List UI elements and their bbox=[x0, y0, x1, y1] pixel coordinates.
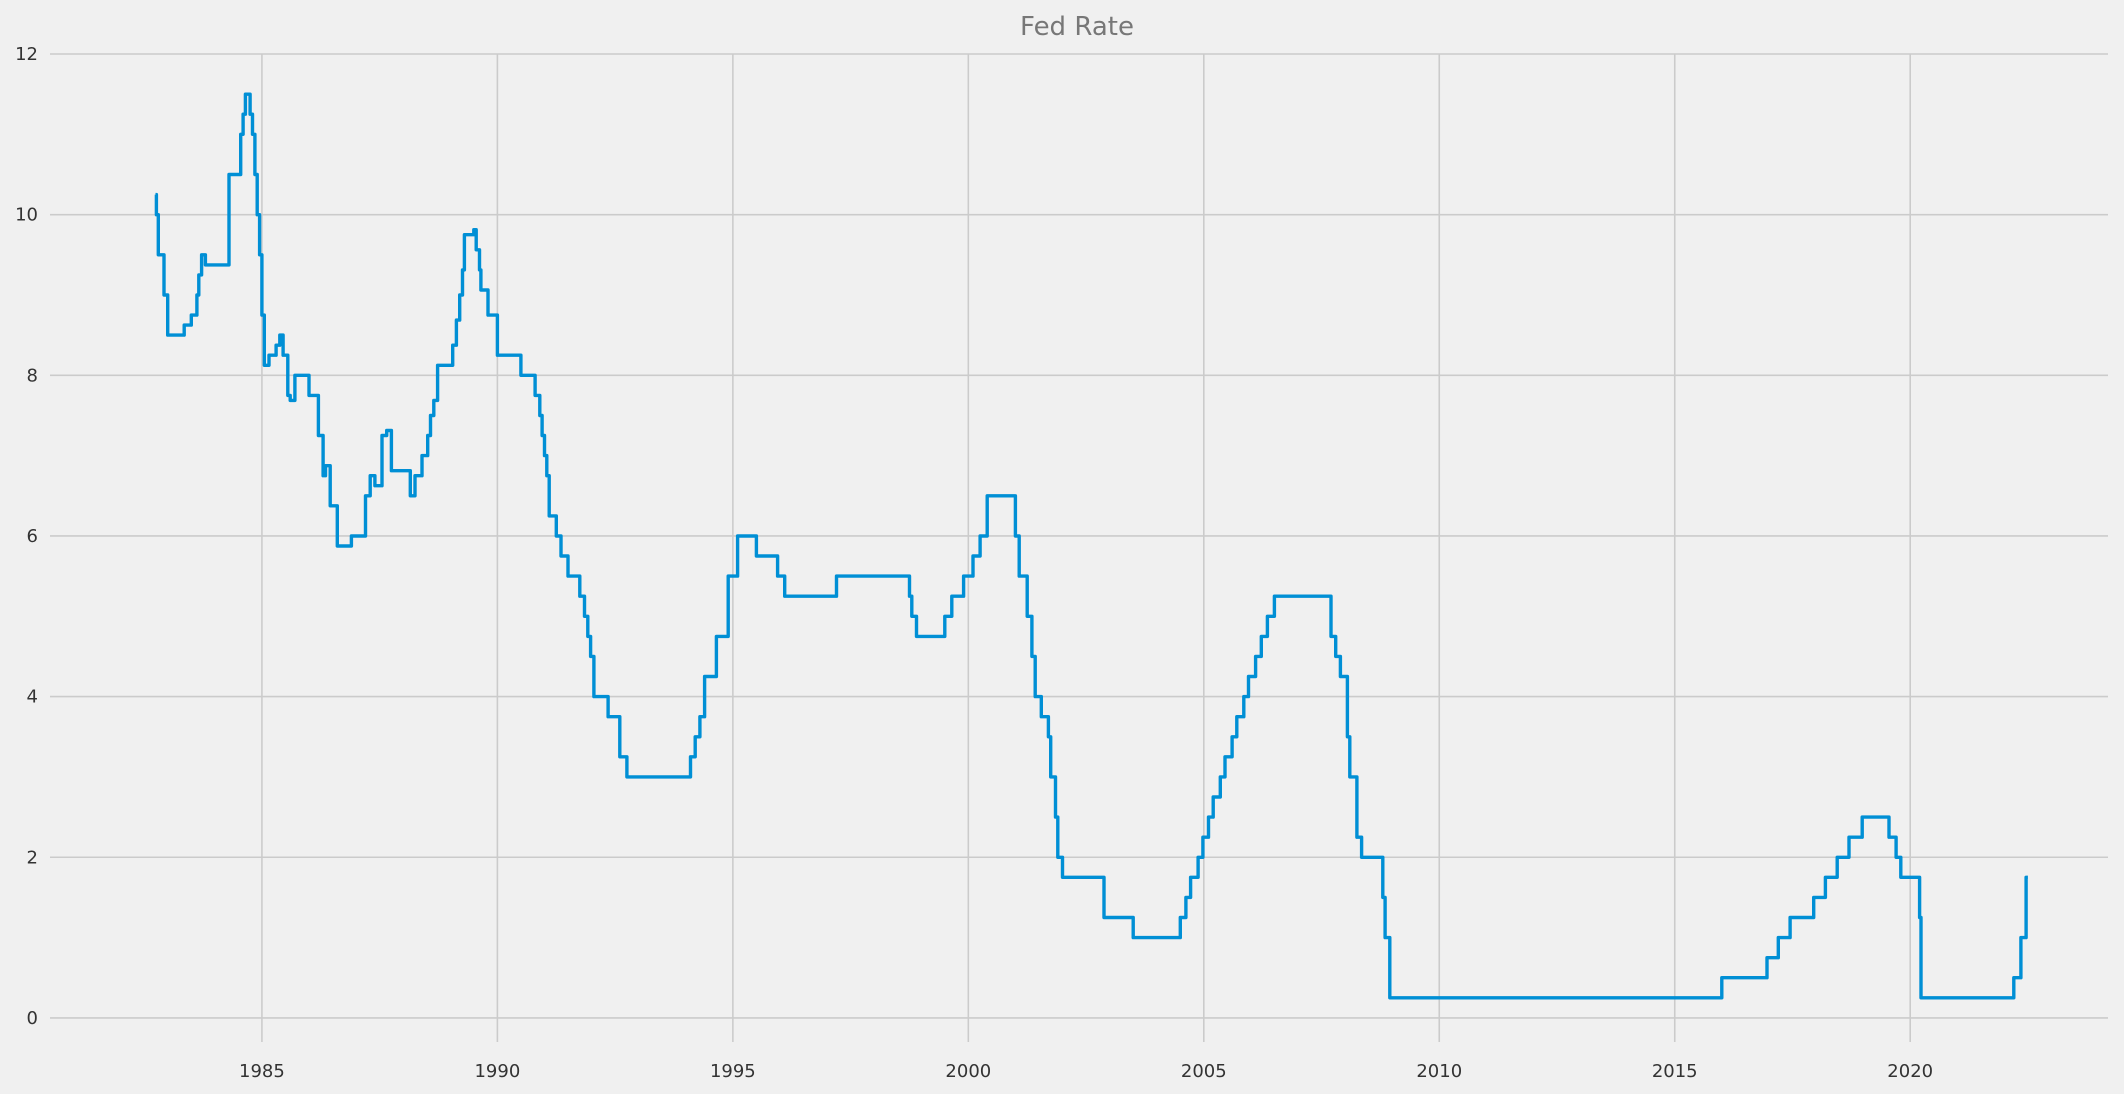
x-tick-label: 1985 bbox=[239, 1061, 285, 1082]
y-gridlines bbox=[50, 53, 2108, 1019]
x-tick-label: 2020 bbox=[1887, 1061, 1933, 1082]
y-tick-label: 8 bbox=[27, 365, 38, 386]
y-tick-label: 10 bbox=[15, 205, 38, 226]
x-gridlines bbox=[261, 54, 1912, 1042]
y-tick-label: 2 bbox=[27, 847, 38, 868]
x-tick-label: 1990 bbox=[474, 1061, 520, 1082]
series-layer bbox=[154, 92, 2028, 1000]
x-axis-tick-labels: 1985 1990 1995 2000 2005 2010 2015 2020 bbox=[239, 1061, 1933, 1082]
y-tick-label: 12 bbox=[15, 44, 38, 65]
y-axis-tick-labels: 0 2 4 6 8 10 12 bbox=[15, 44, 38, 1029]
chart-title: Fed Rate bbox=[1020, 12, 1134, 42]
x-tick-label: 2010 bbox=[1416, 1061, 1462, 1082]
y-tick-label: 4 bbox=[27, 687, 38, 708]
y-tick-label: 6 bbox=[27, 526, 38, 547]
y-tick-label: 0 bbox=[27, 1008, 38, 1029]
x-tick-label: 2000 bbox=[945, 1061, 991, 1082]
x-tick-label: 2005 bbox=[1181, 1061, 1227, 1082]
x-tick-label: 2015 bbox=[1652, 1061, 1698, 1082]
fed-rate-series-line bbox=[154, 92, 2028, 1000]
x-tick-label: 1995 bbox=[710, 1061, 756, 1082]
